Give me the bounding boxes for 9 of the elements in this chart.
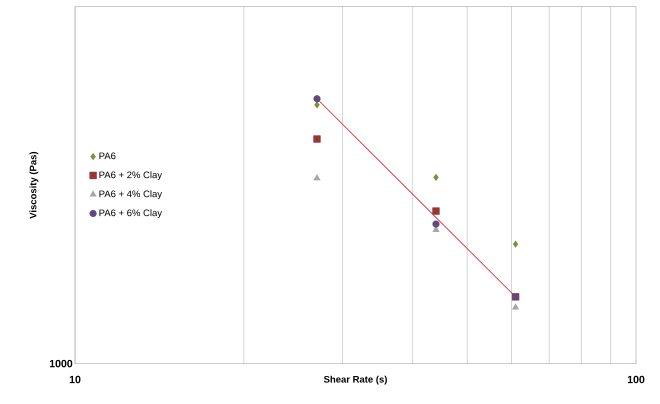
- legend-label: PA6 + 2% Clay: [99, 171, 162, 180]
- x-axis-title: Shear Rate (s): [324, 376, 387, 384]
- legend-label: PA6: [99, 152, 116, 160]
- text: 1000: [50, 360, 72, 368]
- legend-label: PA6 + 6% Clay: [99, 209, 162, 218]
- x-tick-label: 10: [70, 376, 80, 384]
- y-axis-title: Viscosity (Pas): [29, 152, 38, 219]
- x-tick-label: 100: [628, 376, 644, 384]
- legend-label: PA6 + 4% Clay: [99, 190, 162, 200]
